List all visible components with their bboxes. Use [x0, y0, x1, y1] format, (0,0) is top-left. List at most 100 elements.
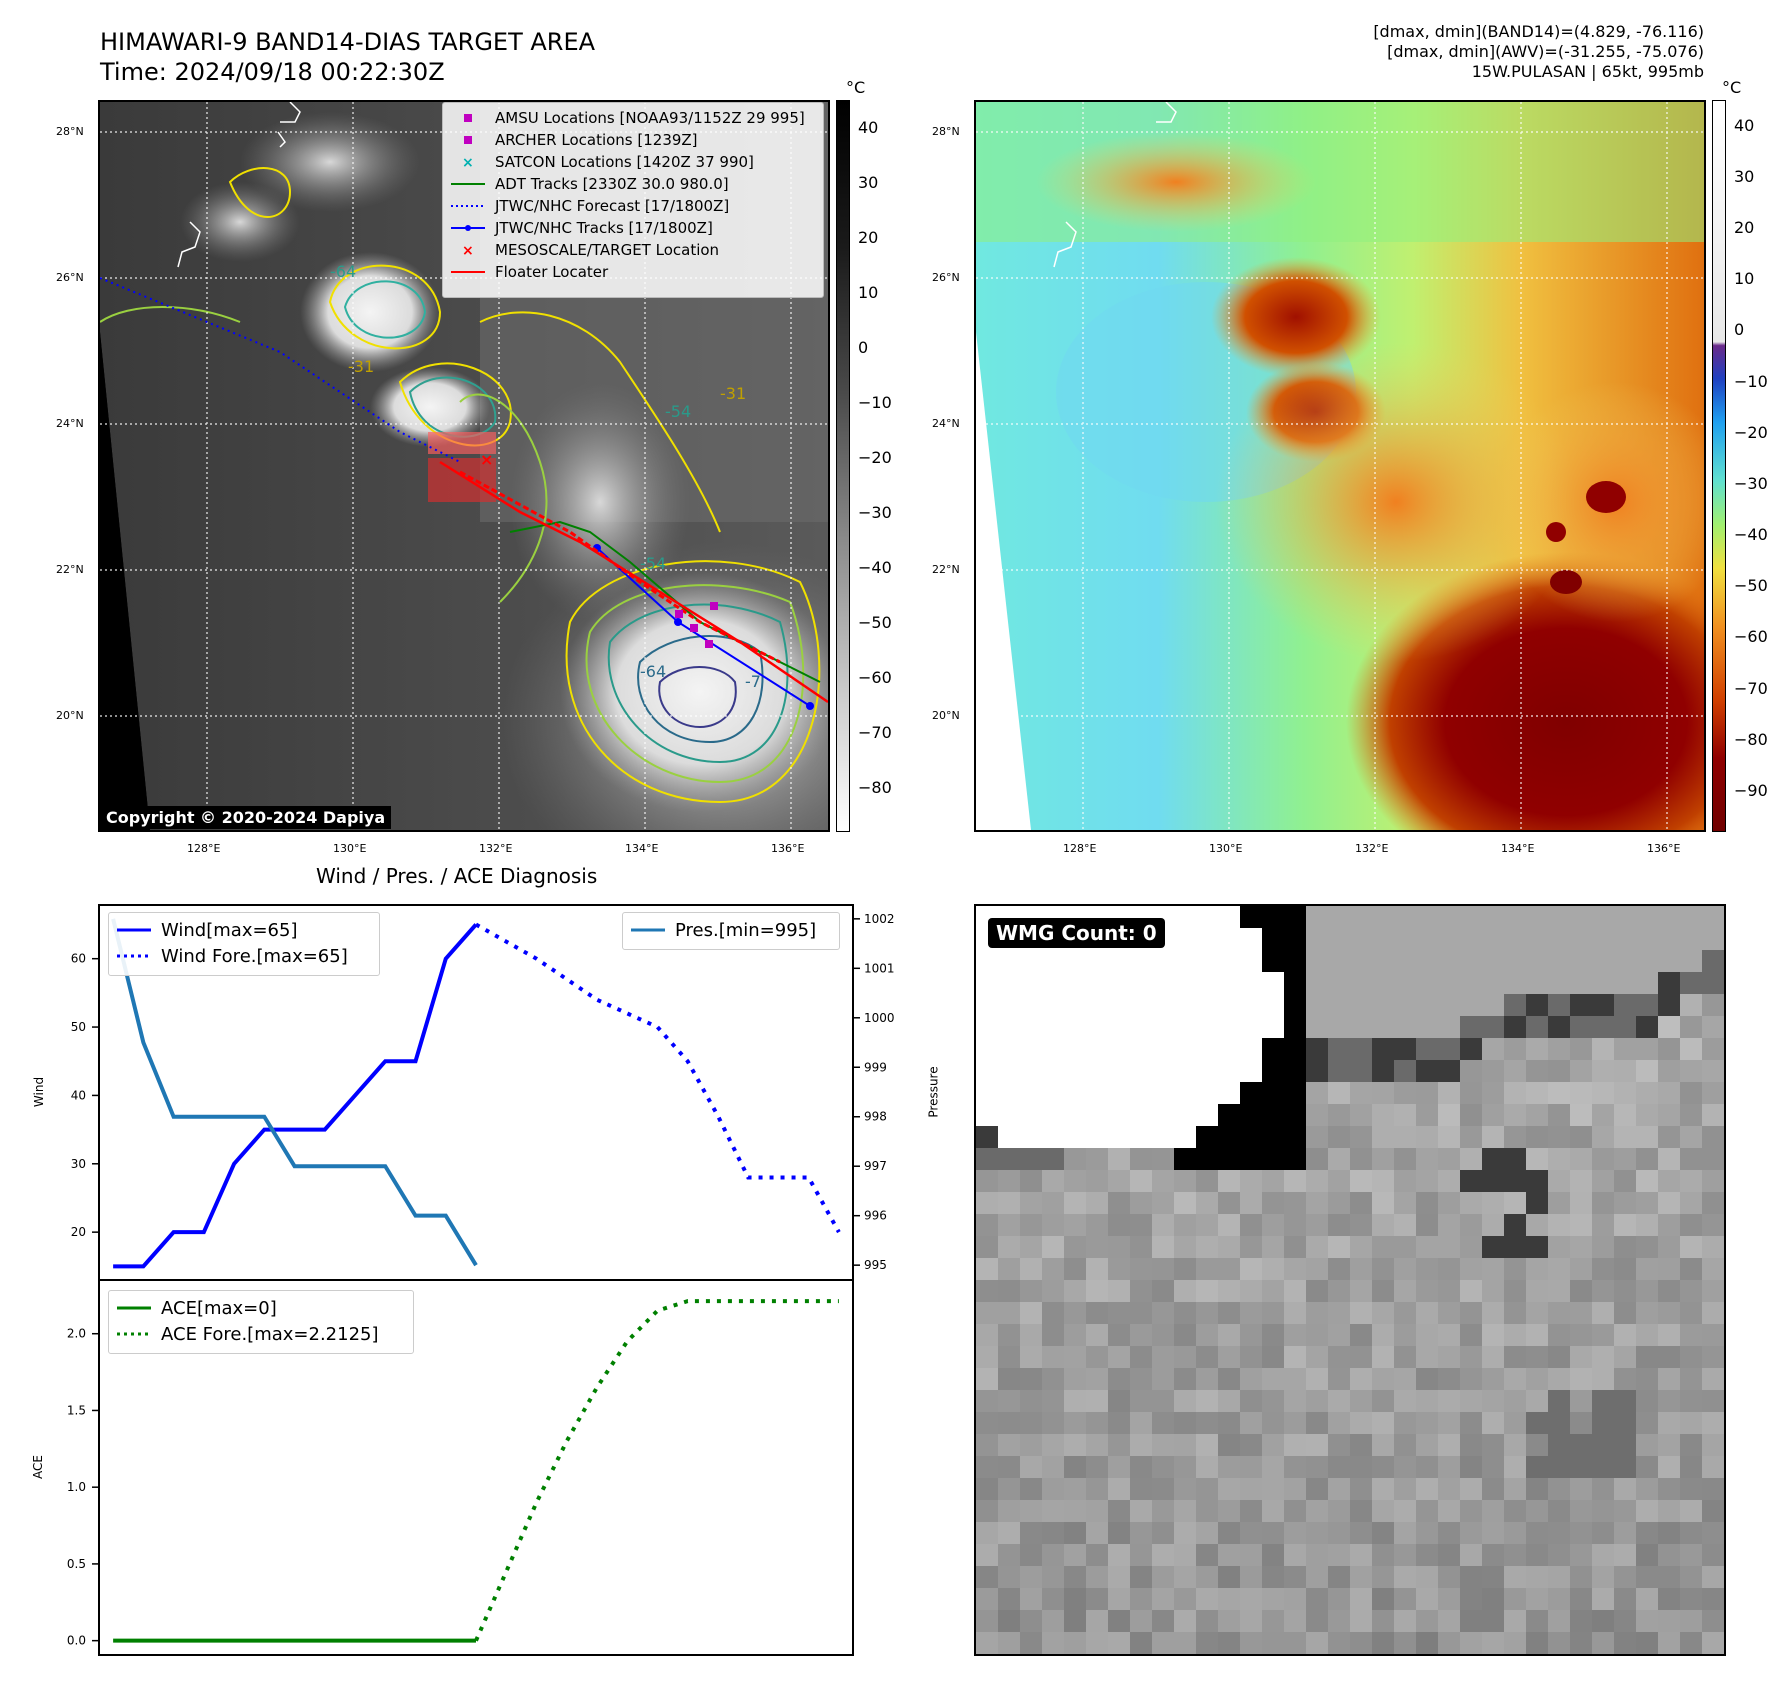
legend-ace-fore: ACE Fore.[max=2.2125]: [161, 1323, 379, 1345]
copyright: Copyright © 2020-2024 Dapiya: [100, 806, 392, 829]
wind-tick-label: 60: [71, 952, 86, 966]
legend-item: JTWC/NHC Forecast [17/1800Z]: [451, 195, 815, 217]
line-marker-icon: [451, 177, 485, 191]
x-marker-icon: ×: [451, 155, 485, 169]
colorbar-tick: −70: [1734, 678, 1768, 698]
colorbar-tick: −30: [1734, 473, 1768, 493]
wind-line: [113, 923, 478, 1269]
wmg-count: WMG Count: 0: [988, 918, 1165, 948]
lat-label: 24°N: [56, 417, 84, 430]
lat-label: 26°N: [56, 271, 84, 284]
legend-item: JTWC/NHC Tracks [17/1800Z]: [451, 217, 815, 239]
colorbar-tick: −90: [1734, 781, 1768, 801]
colorbar-tick: 30: [858, 172, 879, 192]
ace-tick-label: 0.5: [67, 1557, 86, 1571]
ace-tick-label: 1.0: [67, 1480, 86, 1494]
pressure-tick-label: 997: [864, 1159, 887, 1173]
x-marker-icon: ×: [451, 243, 485, 257]
page-title: HIMAWARI-9 BAND14-DIAS TARGET AREA: [100, 28, 596, 56]
wind-tick-label: 40: [71, 1088, 86, 1102]
legend-item: ADT Tracks [2330Z 30.0 980.0]: [451, 173, 815, 195]
awv-map: [974, 100, 1706, 832]
storm-info: 15W.PULASAN | 65kt, 995mb: [1471, 62, 1704, 81]
ace-tick-label: 0.0: [67, 1634, 86, 1648]
wind-forecast-line: [475, 922, 841, 1234]
dotted-marker-icon: [451, 199, 485, 213]
lon-label: 128°E: [1063, 842, 1097, 855]
colorbar-tick: −40: [858, 557, 892, 577]
colorbar-tick: 30: [1734, 166, 1755, 186]
timestamp: Time: 2024/09/18 00:22:30Z: [100, 58, 445, 86]
legend-label: MESOSCALE/TARGET Location: [495, 241, 720, 259]
colorbar-tick: 10: [858, 282, 879, 302]
colorbar-tick: 0: [1734, 320, 1745, 340]
pressure-tick-label: 998: [864, 1110, 887, 1124]
colorbar-tick: −40: [1734, 525, 1768, 545]
line-dot-marker-icon: [451, 221, 485, 235]
colorbar-tick: 40: [858, 117, 879, 137]
map-legend: AMSU Locations [NOAA93/1152Z 29 995] ARCH…: [442, 102, 824, 298]
lon-label: 136°E: [771, 842, 805, 855]
pressure-tick-label: 1001: [864, 961, 895, 975]
legend-item: ARCHER Locations [1239Z]: [451, 129, 815, 151]
diagnosis-charts: 20 30 40 50 60 995 996 997 998 999 1000 1001 1002 0.0…: [67, 904, 895, 1656]
legend-wind-fore: Wind Fore.[max=65]: [161, 945, 348, 967]
pres-legend: Pres.[min=995]: [622, 912, 840, 950]
diagnosis-title: Wind / Pres. / ACE Diagnosis: [316, 864, 598, 888]
legend-item: Floater Locater: [451, 261, 815, 283]
legend-label: SATCON Locations [1420Z 37 990]: [495, 153, 754, 171]
contour-label: -31: [720, 384, 747, 403]
ace-tick-label: 1.5: [67, 1403, 86, 1417]
colorbar-tick: −20: [858, 447, 892, 467]
wmg-imagery: [976, 906, 1724, 1654]
legend-label: ADT Tracks [2330Z 30.0 980.0]: [495, 175, 729, 193]
ace-axis-label: ACE: [30, 1455, 45, 1479]
pressure-tick-label: 1000: [864, 1011, 895, 1025]
lat-label: 20°N: [56, 709, 84, 722]
colorbar-tick: −60: [858, 667, 892, 687]
legend-item: AMSU Locations [NOAA93/1152Z 29 995]: [451, 107, 815, 129]
wind-tick-label: 20: [71, 1225, 86, 1239]
awv-imagery: [976, 102, 1704, 830]
colorbar-tick: −80: [858, 777, 892, 797]
pressure-line: [111, 918, 478, 1267]
diagnosis-svg: 20 30 40 50 60 995 996 997 998 999 1000 1001 1002 0.0…: [67, 904, 895, 1656]
contour-label: -7: [745, 672, 761, 691]
colorbar-unit: °C: [846, 78, 866, 97]
ace-tick-label: 2.0: [67, 1327, 86, 1341]
lat-label: 22°N: [932, 563, 960, 576]
dmax-band14: [dmax, dmin](BAND14)=(4.829, -76.116): [1373, 22, 1704, 41]
pressure-tick-label: 996: [864, 1209, 887, 1223]
wind-tick-label: 30: [71, 1157, 86, 1171]
band14-colorbar: [836, 100, 850, 832]
colorbar-tick: −20: [1734, 422, 1768, 442]
legend-label: AMSU Locations [NOAA93/1152Z 29 995]: [495, 109, 805, 127]
svg-text:×: ×: [462, 243, 474, 257]
band14-map: × -64 -54 -31 -31 -54 -64 -7 AMSU Locati…: [98, 100, 830, 832]
contour-label: -54: [665, 402, 692, 421]
lon-label: 130°E: [1209, 842, 1243, 855]
colorbar-tick: 10: [1734, 269, 1755, 289]
wind-legend: Wind[max=65] Wind Fore.[max=65]: [108, 912, 380, 976]
colorbar-tick: −70: [858, 722, 892, 742]
lon-label: 132°E: [1355, 842, 1389, 855]
contour-label: -64: [640, 662, 667, 681]
legend-label: ARCHER Locations [1239Z]: [495, 131, 698, 149]
wmg-pixel-grid: [976, 906, 1724, 1654]
colorbar-tick: −80: [1734, 729, 1768, 749]
ace-legend: ACE[max=0] ACE Fore.[max=2.2125]: [108, 1290, 414, 1354]
lon-label: 134°E: [1501, 842, 1535, 855]
lon-label: 130°E: [333, 842, 367, 855]
square-marker-icon: [451, 111, 485, 125]
square-marker-icon: [451, 133, 485, 147]
colorbar-tick: −30: [858, 502, 892, 522]
pressure-tick-label: 1002: [864, 912, 895, 926]
svg-text:×: ×: [462, 155, 474, 169]
pressure-tick-label: 999: [864, 1060, 887, 1074]
lat-label: 22°N: [56, 563, 84, 576]
colorbar-tick: 20: [858, 227, 879, 247]
wmg-panel: WMG Count: 0: [974, 904, 1726, 1656]
legend-ace: ACE[max=0]: [161, 1297, 277, 1319]
line-marker-icon: [451, 265, 485, 279]
lat-label: 20°N: [932, 709, 960, 722]
